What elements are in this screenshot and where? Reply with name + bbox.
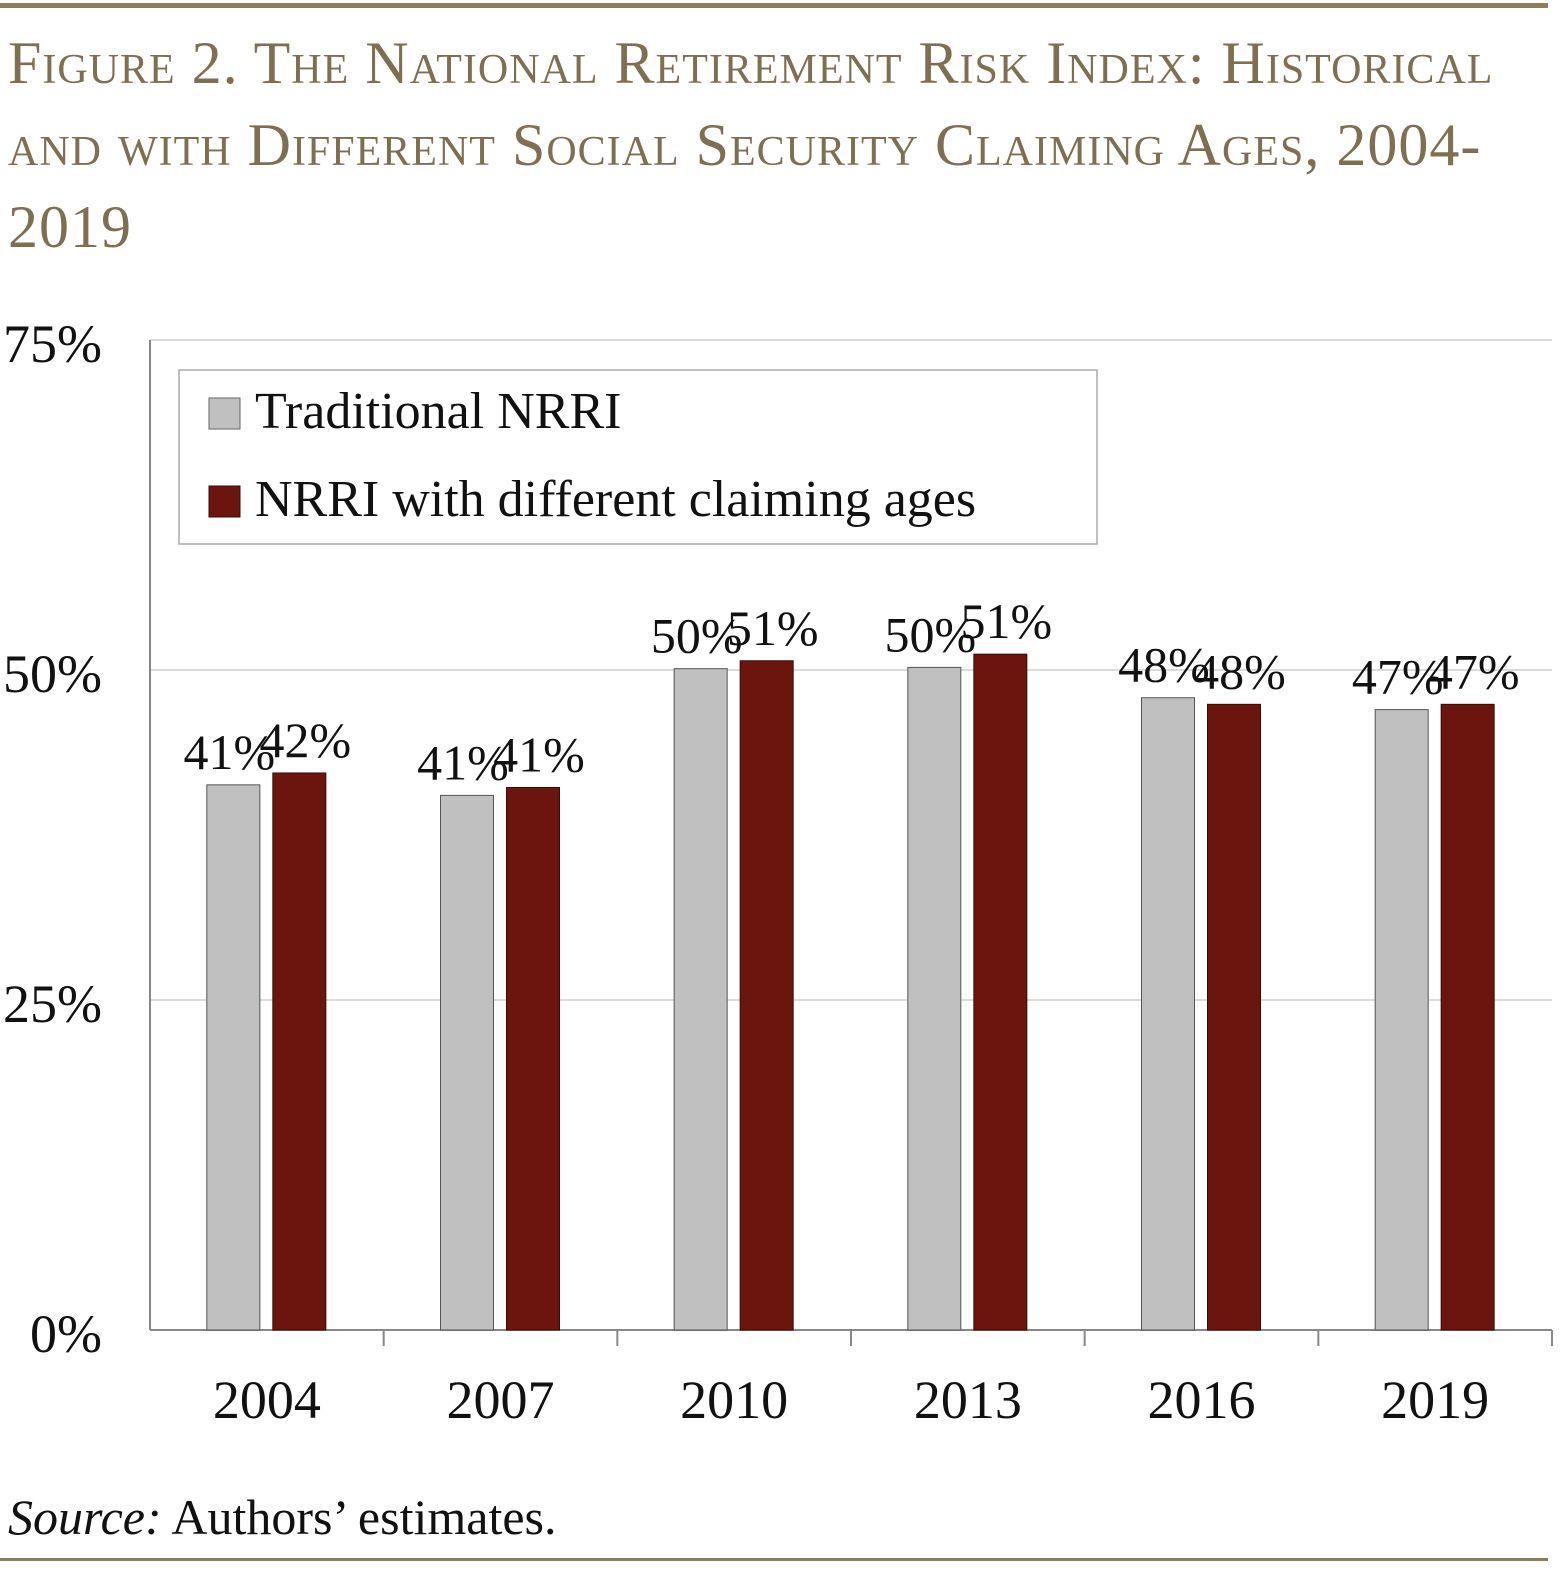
data-label: 41% (493, 726, 585, 782)
bar-claiming-2010 (739, 660, 794, 1331)
bar-claiming-2013 (973, 653, 1028, 1331)
x-tick-label: 2019 (1381, 1370, 1489, 1430)
data-label: 41% (184, 724, 276, 780)
data-label: 50% (885, 606, 977, 662)
bar-traditional-2010 (673, 668, 728, 1331)
source-label: Source: (8, 1489, 162, 1545)
x-tick-label: 2007 (447, 1370, 555, 1430)
legend-label: NRRI with different claiming ages (255, 471, 976, 528)
top-rule (0, 3, 1548, 8)
bar-traditional-2004 (206, 784, 261, 1331)
legend-label: Traditional NRRI (255, 383, 621, 440)
y-tick-label: 0% (30, 1304, 102, 1364)
data-label: 47% (1428, 643, 1520, 699)
source-text: Authors’ estimates. (161, 1489, 557, 1545)
y-tick-label: 75% (3, 314, 102, 374)
x-tick-label: 2016 (1148, 1370, 1256, 1430)
bar-claiming-2007 (506, 786, 560, 1331)
data-label: 50% (651, 608, 743, 664)
bar-claiming-2016 (1207, 703, 1261, 1331)
x-tick-label: 2013 (914, 1370, 1022, 1430)
legend-box (178, 369, 1098, 545)
data-label: 47% (1352, 649, 1444, 705)
data-label: 42% (260, 712, 352, 768)
data-label: 48% (1194, 643, 1286, 699)
data-label: 41% (417, 734, 509, 790)
bar-traditional-2013 (907, 666, 962, 1331)
bottom-rule (0, 1558, 1548, 1561)
legend-swatch (208, 397, 241, 430)
data-label: 51% (727, 600, 819, 656)
bar-traditional-2019 (1374, 709, 1429, 1331)
legend-swatch (208, 485, 241, 518)
y-tick-label: 25% (3, 974, 102, 1034)
data-label: 48% (1118, 637, 1210, 693)
data-label: 51% (961, 593, 1053, 649)
bar-traditional-2016 (1141, 697, 1195, 1331)
x-tick-label: 2004 (213, 1370, 321, 1430)
bar-claiming-2019 (1440, 703, 1495, 1331)
source-note: Source: Authors’ estimates. (8, 1488, 557, 1546)
x-tick-label: 2010 (680, 1370, 788, 1430)
bar-claiming-2004 (272, 772, 327, 1331)
y-tick-label: 50% (3, 644, 102, 704)
bar-traditional-2007 (440, 794, 494, 1331)
figure-title: Figure 2. The National Retirement Risk I… (8, 30, 1494, 260)
